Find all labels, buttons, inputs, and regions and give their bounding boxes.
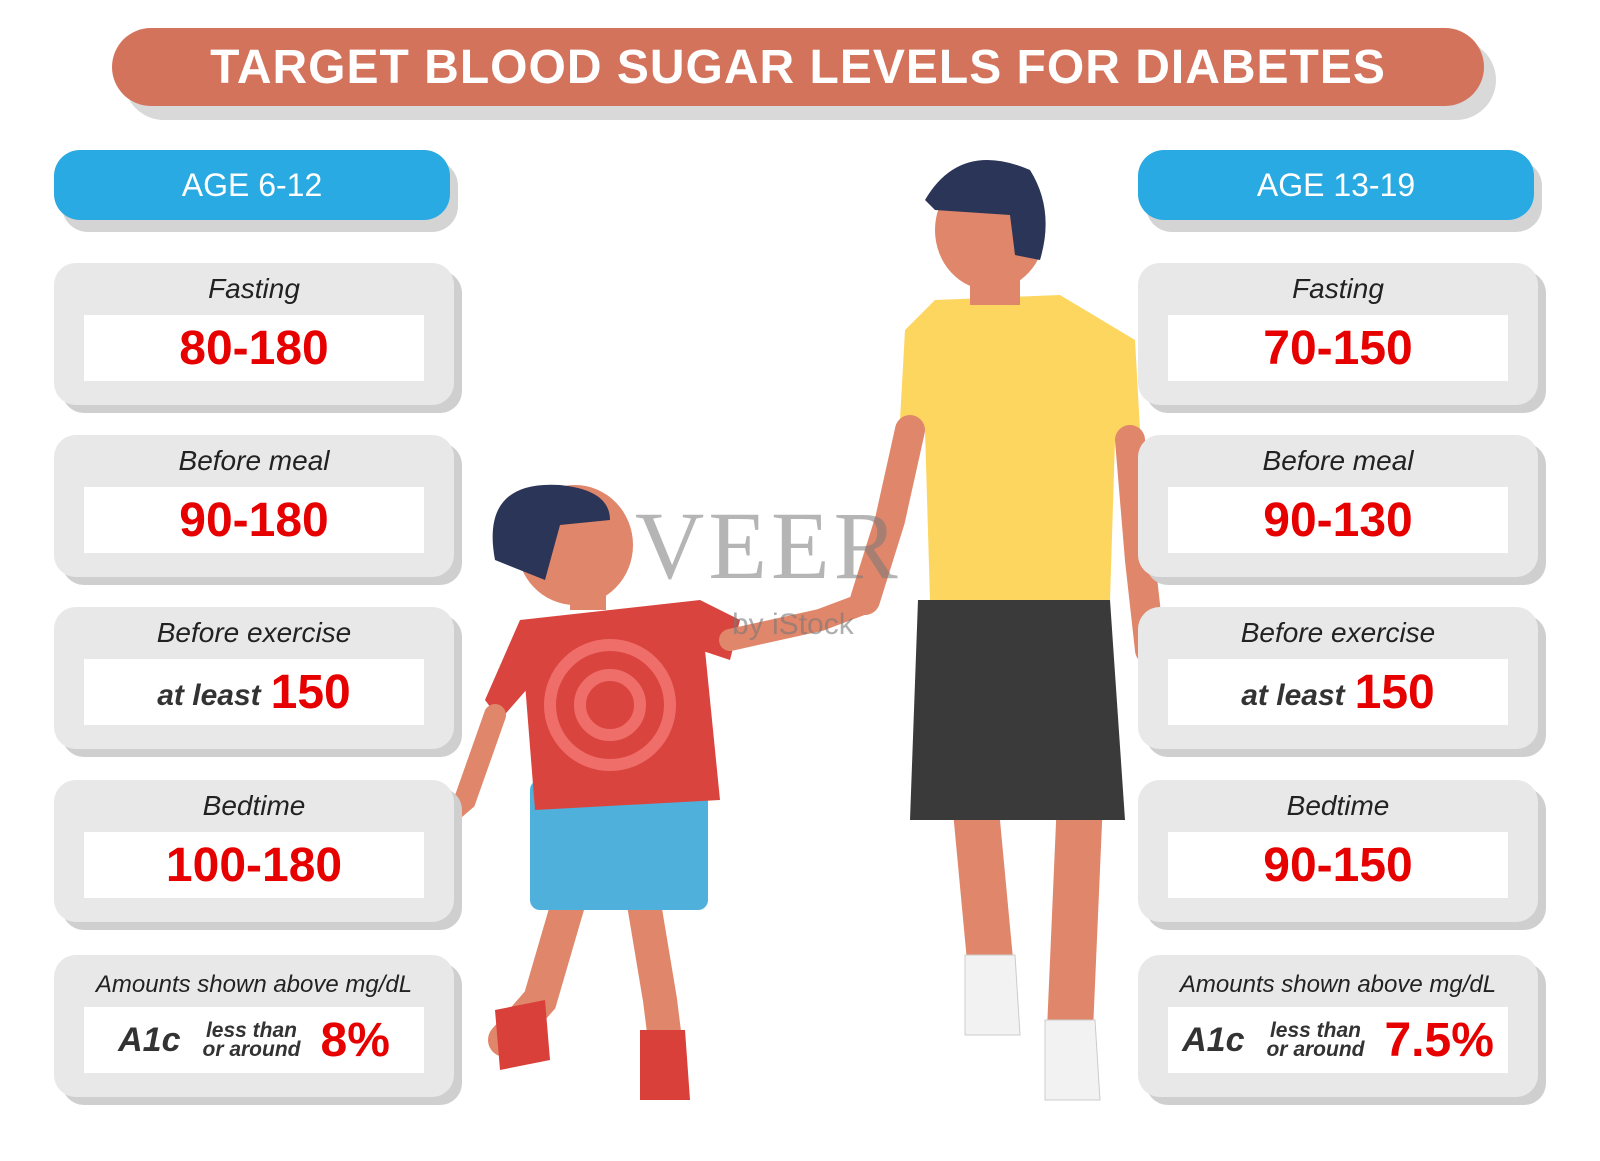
value-box: at least 150	[1168, 659, 1508, 725]
card-label: Fasting	[1292, 273, 1384, 304]
a1c-qualifier: less than or around	[202, 1019, 301, 1061]
card-label: Before exercise	[156, 617, 352, 648]
range-value: 100-180	[165, 838, 343, 892]
range-value: 150	[270, 665, 351, 719]
qualifier-line: less than	[205, 1019, 298, 1042]
watermark-sub: by iStock	[732, 608, 854, 641]
range-value: 90-130	[1263, 493, 1413, 547]
range-card: Before meal 90-130	[1138, 435, 1538, 577]
range-card: Before meal 90-180	[54, 435, 454, 577]
card-label: Before meal	[178, 445, 330, 476]
value-box: 90-130	[1168, 487, 1508, 553]
value-box: 90-180	[84, 487, 424, 553]
value-box: 80-180	[84, 315, 424, 381]
value-box: at least 150	[84, 659, 424, 725]
title: TARGET BLOOD SUGAR LEVELS FOR DIABETES	[112, 28, 1484, 106]
card-label: Bedtime	[1286, 790, 1390, 821]
card-label: Bedtime	[202, 790, 306, 821]
range-card: Bedtime 90-150	[1138, 780, 1538, 922]
a1c-value: 8%	[320, 1013, 390, 1067]
a1c-box: A1c less than or around 8%	[84, 1007, 424, 1073]
a1c-value: 7.5%	[1384, 1013, 1494, 1067]
watermark-brand: VEER	[635, 492, 902, 599]
range-value: 90-150	[1263, 838, 1413, 892]
man-figure	[850, 160, 1165, 1101]
age-pill: AGE 13-19	[1138, 150, 1534, 220]
a1c-box: A1c less than or around 7.5%	[1168, 1007, 1508, 1073]
range-card: Fasting 80-180	[54, 263, 454, 405]
units-note: Amounts shown above mg/dL	[1179, 971, 1497, 998]
value-box: 90-150	[1168, 832, 1508, 898]
a1c-label: A1c	[118, 1020, 181, 1059]
a1c-qualifier: less than or around	[1266, 1019, 1365, 1061]
range-card: Fasting 70-150	[1138, 263, 1538, 405]
range-value: 90-180	[179, 493, 329, 547]
qualifier-line: less than	[1269, 1019, 1361, 1042]
range-value: 150	[1354, 665, 1435, 719]
value-prefix: at least	[1241, 679, 1345, 712]
watermark: VEER	[635, 490, 902, 601]
card-label: Fasting	[208, 273, 300, 304]
range-value: 80-180	[179, 321, 329, 375]
a1c-card: Amounts shown above mg/dL A1c less than or …	[1138, 955, 1538, 1097]
a1c-label: A1c	[1182, 1020, 1245, 1059]
range-value: 70-150	[1263, 321, 1413, 375]
qualifier-line: or around	[202, 1038, 301, 1061]
range-card: Before exercise at least 150	[1138, 607, 1538, 749]
qualifier-line: or around	[1266, 1038, 1365, 1061]
boy-figure	[419, 484, 871, 1100]
range-card: Bedtime 100-180	[54, 780, 454, 922]
range-card: Before exercise at least 150	[54, 607, 454, 749]
card-label: Before meal	[1262, 445, 1414, 476]
units-note: Amounts shown above mg/dL	[95, 971, 413, 998]
value-prefix: at least	[157, 679, 261, 712]
age-pill: AGE 6-12	[54, 150, 450, 220]
value-box: 100-180	[84, 832, 424, 898]
a1c-card: Amounts shown above mg/dL A1c less than or …	[54, 955, 454, 1097]
value-box: 70-150	[1168, 315, 1508, 381]
card-label: Before exercise	[1240, 617, 1436, 648]
